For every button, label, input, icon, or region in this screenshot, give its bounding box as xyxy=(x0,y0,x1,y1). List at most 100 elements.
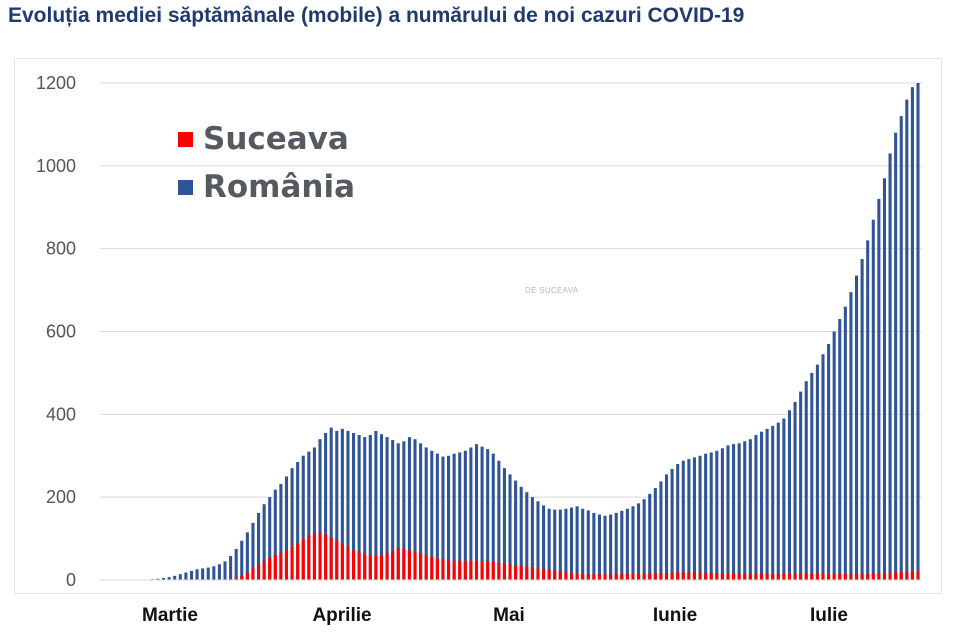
bar-romania xyxy=(586,510,590,580)
bar-romania xyxy=(759,431,764,580)
bar-suceava xyxy=(815,573,819,580)
bar-suceava xyxy=(586,574,590,580)
bar-romania xyxy=(391,440,395,580)
bar-suceava xyxy=(279,552,283,580)
bar-romania xyxy=(581,508,585,580)
bar-romania xyxy=(374,430,378,580)
bar-romania xyxy=(173,575,177,580)
y-tick-label: 0 xyxy=(66,570,76,590)
bar-suceava xyxy=(346,546,350,580)
bar-suceava xyxy=(827,573,831,580)
bar-suceava xyxy=(614,574,618,580)
bar-suceava xyxy=(234,577,238,580)
bar-suceava xyxy=(799,573,803,580)
y-tick-label: 600 xyxy=(46,322,76,342)
bar-suceava xyxy=(854,573,859,580)
bar-romania xyxy=(514,480,518,580)
bar-romania xyxy=(894,132,898,580)
bar-romania xyxy=(284,476,289,580)
bar-romania xyxy=(888,153,892,581)
bar-suceava xyxy=(737,573,741,580)
bar-romania xyxy=(324,432,328,580)
bar-romania xyxy=(659,481,663,580)
x-tick-label: Iulie xyxy=(810,605,848,626)
bar-suceava xyxy=(324,534,328,580)
bar-romania xyxy=(754,435,758,580)
bar-romania xyxy=(709,452,713,580)
bar-suceava xyxy=(542,569,546,580)
bar-suceava xyxy=(273,555,277,580)
chart-title: Evoluția mediei săptămânale (mobile) a n… xyxy=(8,4,745,27)
bar-romania xyxy=(592,512,596,580)
bar-romania xyxy=(771,425,775,580)
y-tick-label: 200 xyxy=(46,487,76,507)
x-tick-label: Iunie xyxy=(653,605,697,626)
bar-romania xyxy=(318,439,322,580)
bar-romania xyxy=(547,508,551,580)
bar-suceava xyxy=(681,572,685,580)
bar-suceava xyxy=(804,573,808,580)
bar-suceava xyxy=(882,572,887,580)
bar-suceava xyxy=(525,566,529,580)
bar-romania xyxy=(519,486,523,580)
bar-romania xyxy=(648,493,652,580)
bar-romania xyxy=(726,445,730,580)
bar-suceava xyxy=(569,573,574,580)
bar-romania xyxy=(458,452,462,580)
bar-romania xyxy=(687,459,691,580)
bar-romania xyxy=(217,564,221,580)
bar-suceava xyxy=(290,546,294,580)
bar-suceava xyxy=(474,560,479,580)
bar-suceava xyxy=(877,573,881,580)
bar-romania xyxy=(279,483,283,580)
bar-romania xyxy=(810,372,814,580)
bar-suceava xyxy=(363,554,367,580)
bar-suceava xyxy=(413,551,417,580)
bar-suceava xyxy=(430,556,434,580)
bar-romania xyxy=(916,83,920,580)
bar-suceava xyxy=(407,550,411,580)
bar-suceava xyxy=(452,560,456,580)
bar-suceava xyxy=(609,574,613,580)
bar-romania xyxy=(737,443,741,580)
bar-suceava xyxy=(379,555,384,580)
bar-suceava xyxy=(871,573,875,580)
bar-romania xyxy=(452,453,456,580)
bar-romania xyxy=(296,461,300,580)
bar-romania xyxy=(525,492,529,580)
bar-suceava xyxy=(910,571,914,580)
bar-romania xyxy=(312,447,316,580)
bar-suceava xyxy=(687,572,691,580)
bar-romania xyxy=(832,331,836,580)
bar-romania xyxy=(575,506,579,580)
bar-romania xyxy=(793,401,797,580)
bar-romania xyxy=(838,319,842,580)
bar-suceava xyxy=(402,548,406,580)
legend-label-suceava: Suceava xyxy=(203,121,349,157)
bar-romania xyxy=(860,259,864,580)
bar-romania xyxy=(161,577,166,580)
bar-romania xyxy=(899,116,903,580)
bar-romania xyxy=(732,444,736,580)
bar-suceava xyxy=(547,570,551,580)
bar-suceava xyxy=(581,574,585,580)
bar-romania xyxy=(240,540,244,580)
bar-romania xyxy=(167,577,171,580)
bar-suceava xyxy=(860,573,864,580)
bar-romania xyxy=(692,457,696,580)
bar-romania xyxy=(787,410,791,580)
bar-suceava xyxy=(670,572,674,580)
bar-romania xyxy=(480,446,484,580)
bar-romania xyxy=(849,292,853,580)
bar-suceava xyxy=(698,572,702,580)
bar-romania xyxy=(363,437,367,580)
bar-romania xyxy=(307,451,311,580)
bar-romania xyxy=(273,489,277,580)
bar-romania xyxy=(245,532,249,580)
bar-suceava xyxy=(759,573,764,580)
bar-romania xyxy=(195,569,199,580)
bar-suceava xyxy=(458,560,462,580)
bar-romania xyxy=(502,468,506,580)
legend-item-romania: România xyxy=(178,163,378,211)
bar-suceava xyxy=(396,547,400,580)
